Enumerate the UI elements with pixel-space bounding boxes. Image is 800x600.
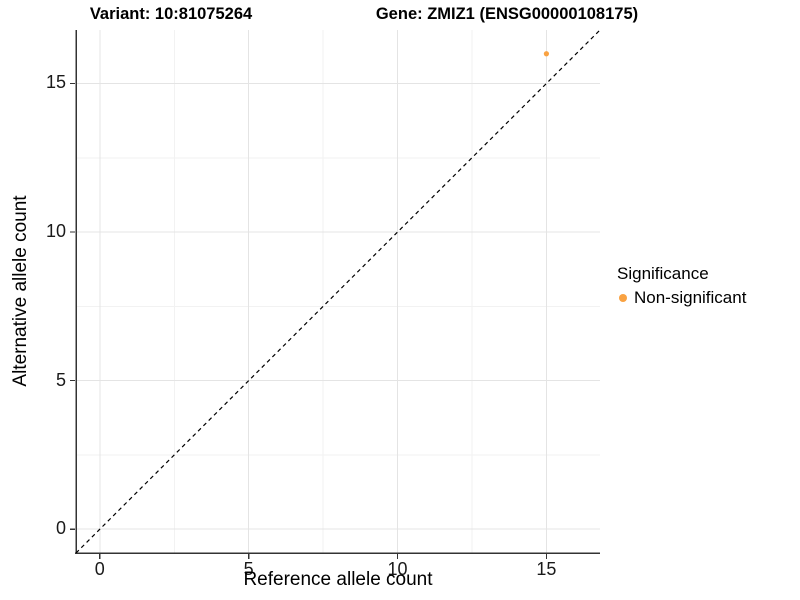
identity-dashed-line: [75, 29, 601, 554]
x-tick-label: 0: [94, 559, 105, 579]
gene-title: Gene: ZMIZ1 (ENSG00000108175): [375, 5, 639, 23]
legend: Significance Non-significant: [617, 264, 746, 308]
x-tick-label: 5: [243, 559, 254, 579]
x-tick-label: 10: [387, 559, 408, 579]
legend-item-label: Non-significant: [634, 288, 747, 307]
legend-title: Significance: [617, 264, 709, 283]
y-axis-title: Alternative allele count: [10, 195, 31, 387]
variant-title: Variant: 10:81075264: [89, 5, 253, 23]
legend-point-icon: [619, 294, 627, 302]
y-tick-label: 0: [55, 518, 66, 539]
x-axis-title: Reference allele count: [243, 569, 433, 590]
legend-item-non-significant: Non-significant: [617, 288, 746, 308]
y-tick-label: 15: [45, 72, 66, 93]
x-tick-label: 15: [536, 559, 557, 579]
data-point: [543, 51, 550, 57]
y-tick-label: 10: [45, 221, 66, 242]
y-tick-label: 5: [55, 369, 66, 390]
